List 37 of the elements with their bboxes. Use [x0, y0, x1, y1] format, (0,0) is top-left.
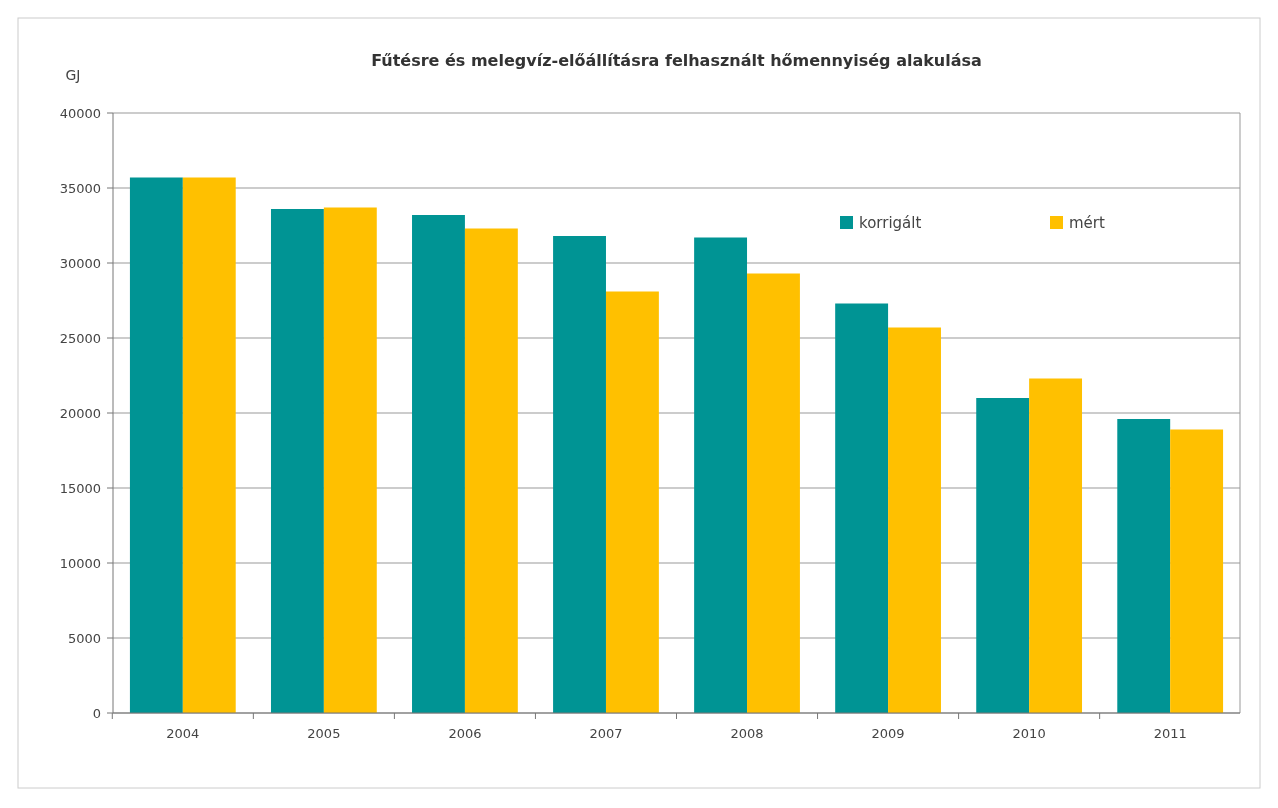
bar	[747, 273, 800, 713]
x-tick-label: 2008	[730, 726, 764, 741]
bar	[605, 291, 659, 713]
bar	[888, 327, 941, 713]
legend-label: korrigált	[859, 214, 922, 232]
y-tick-label: 40000	[59, 106, 101, 121]
bar	[182, 177, 236, 713]
x-tick-label: 2005	[307, 726, 341, 741]
chart-title: Fűtésre és melegvíz-előállításra felhasznált hőmennyiség alakulása	[371, 51, 982, 70]
y-tick-label: 10000	[59, 556, 101, 571]
bar	[129, 177, 183, 713]
legend-label: mért	[1069, 214, 1106, 232]
y-tick-label: 5000	[67, 631, 101, 646]
y-tick-label: 0	[92, 706, 101, 721]
bar	[553, 236, 606, 713]
y-tick-label: 30000	[59, 256, 101, 271]
y-tick-label: 35000	[59, 181, 101, 196]
bar	[835, 303, 889, 713]
x-tick-label: 2004	[166, 726, 200, 741]
bar	[694, 237, 748, 713]
bar	[1029, 378, 1083, 713]
bar	[464, 228, 518, 713]
y-axis-title: GJ	[65, 67, 81, 83]
bar	[1117, 419, 1171, 713]
bar	[323, 207, 377, 713]
x-tick-label: 2006	[448, 726, 482, 741]
y-tick-label: 25000	[59, 331, 101, 346]
bar	[412, 215, 465, 713]
bar	[270, 209, 324, 713]
x-tick-label: 2011	[1153, 726, 1187, 741]
x-tick-label: 2007	[589, 726, 623, 741]
bar	[1170, 429, 1224, 713]
bar	[976, 398, 1030, 713]
y-tick-label: 15000	[59, 481, 101, 496]
y-tick-label: 20000	[59, 406, 101, 421]
x-tick-label: 2010	[1012, 726, 1046, 741]
x-tick-label: 2009	[871, 726, 905, 741]
